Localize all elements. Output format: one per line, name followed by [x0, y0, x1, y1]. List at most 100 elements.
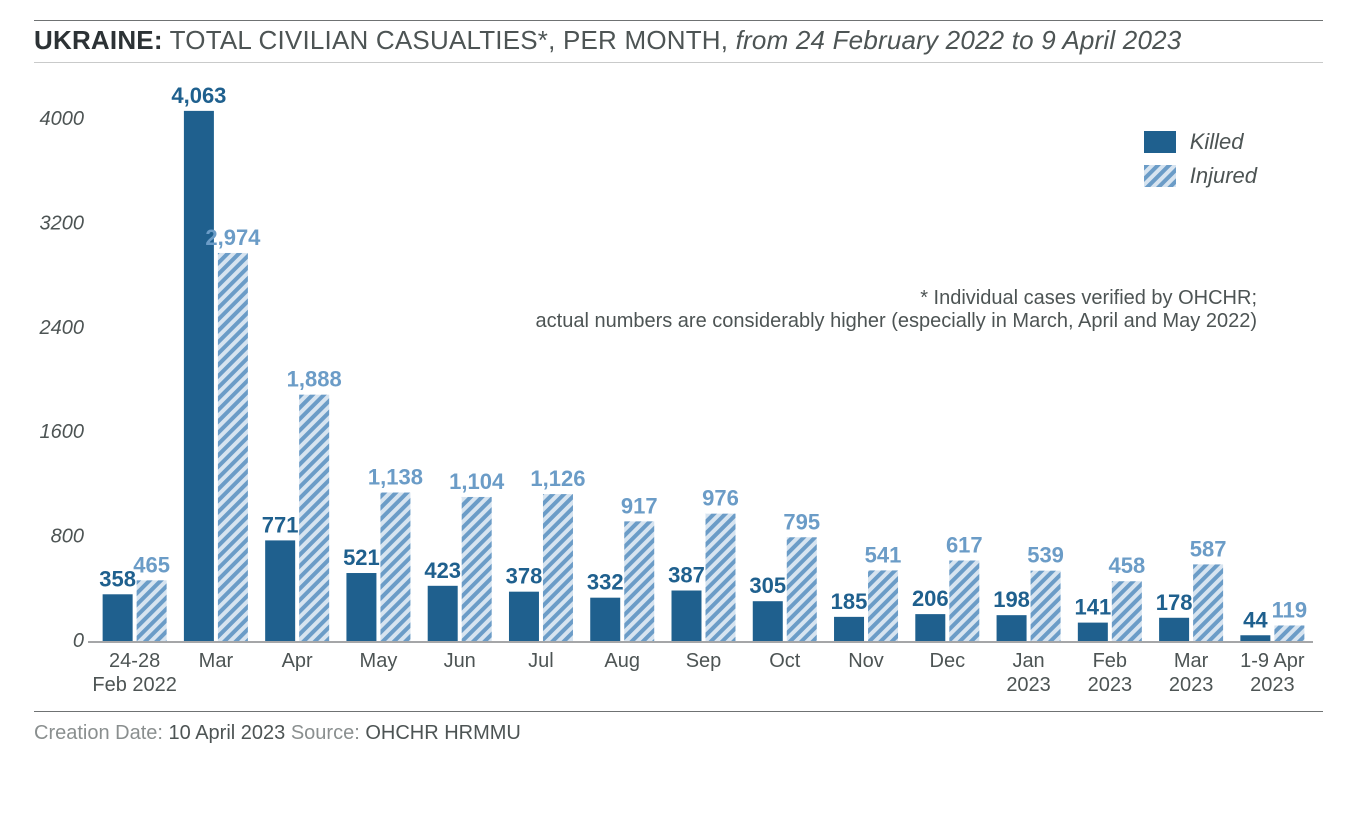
bar-killed	[834, 617, 864, 641]
x-label: Mar	[199, 650, 234, 672]
bar-killed	[509, 592, 539, 641]
x-label: Feb	[1093, 650, 1127, 672]
x-label: 24-28	[109, 650, 160, 672]
y-tick: 2400	[39, 317, 85, 339]
x-label: Dec	[930, 650, 966, 672]
value-injured: 976	[702, 486, 739, 511]
legend-injured: Injured	[1144, 163, 1257, 189]
value-killed: 185	[831, 589, 868, 614]
value-injured: 617	[946, 532, 983, 557]
x-label: Aug	[604, 650, 640, 672]
footnote: * Individual cases verified by OHCHR; ac…	[536, 287, 1257, 333]
chart-area: 0800160024003200400035846524-28Feb 20224…	[34, 71, 1323, 711]
title-range: from 24 February 2022 to 9 April 2023	[736, 25, 1182, 55]
value-injured: 465	[133, 552, 170, 577]
bar-injured	[1031, 571, 1061, 641]
bar-injured	[1193, 564, 1223, 641]
footer-creation-value: 10 April 2023	[169, 722, 286, 744]
value-killed: 332	[587, 570, 624, 595]
value-injured: 539	[1027, 543, 1064, 568]
footnote-line2: actual numbers are considerably higher (…	[536, 310, 1257, 333]
bar-injured	[706, 514, 736, 641]
footer-source-label: Source:	[291, 722, 365, 744]
x-label: Oct	[769, 650, 801, 672]
legend-killed: Killed	[1144, 129, 1257, 155]
value-killed: 141	[1074, 595, 1111, 620]
legend: Killed Injured	[1144, 129, 1257, 197]
x-label: Jun	[444, 650, 476, 672]
value-killed: 378	[506, 564, 543, 589]
value-injured: 1,104	[449, 469, 505, 494]
footnote-line1: * Individual cases verified by OHCHR;	[536, 287, 1257, 310]
bar-killed	[428, 586, 458, 641]
legend-swatch-injured	[1144, 165, 1176, 187]
bar-injured	[949, 560, 979, 641]
value-injured: 587	[1190, 536, 1227, 561]
value-injured: 917	[621, 493, 658, 518]
bar-killed	[1078, 623, 1108, 641]
bar-injured	[868, 570, 898, 641]
bar-injured	[1112, 581, 1142, 641]
value-killed: 4,063	[171, 83, 226, 108]
value-killed: 305	[749, 573, 786, 598]
x-label: Jul	[528, 650, 554, 672]
y-tick: 3200	[40, 212, 85, 234]
bar-injured	[624, 521, 654, 641]
footer-creation-label: Creation Date:	[34, 722, 169, 744]
footer-source-value: OHCHR HRMMU	[365, 722, 521, 744]
value-injured: 2,974	[205, 225, 261, 250]
x-label: 2023	[1250, 674, 1295, 696]
bar-killed	[590, 598, 620, 641]
value-killed: 387	[668, 563, 705, 588]
legend-swatch-killed	[1144, 131, 1176, 153]
x-label: May	[360, 650, 398, 672]
value-injured: 1,126	[530, 466, 585, 491]
x-label: Apr	[282, 650, 313, 672]
value-killed: 206	[912, 586, 949, 611]
bar-injured	[137, 580, 167, 641]
value-killed: 358	[99, 566, 136, 591]
legend-label-injured: Injured	[1190, 163, 1257, 189]
y-tick: 4000	[40, 108, 85, 130]
value-killed: 423	[424, 558, 461, 583]
value-injured: 1,138	[368, 465, 423, 490]
bar-killed	[1240, 635, 1270, 641]
x-label: Jan	[1012, 650, 1044, 672]
value-killed: 44	[1243, 607, 1268, 632]
value-killed: 198	[993, 587, 1030, 612]
y-tick: 1600	[40, 421, 85, 443]
bar-injured	[218, 253, 248, 641]
bar-injured	[1274, 625, 1304, 641]
value-killed: 521	[343, 545, 380, 570]
title-main: TOTAL CIVILIAN CASUALTIES*, PER MONTH,	[163, 25, 736, 55]
header-rule	[34, 62, 1323, 63]
x-label: 2023	[1169, 674, 1214, 696]
bar-killed	[753, 601, 783, 641]
bar-injured	[380, 493, 410, 641]
x-label: 2023	[1088, 674, 1133, 696]
chart-footer: Creation Date: 10 April 2023 Source: OHC…	[34, 712, 1323, 745]
x-label: Mar	[1174, 650, 1209, 672]
x-label: Sep	[686, 650, 722, 672]
bar-injured	[462, 497, 492, 641]
value-injured: 119	[1272, 597, 1308, 622]
y-tick: 0	[73, 630, 84, 652]
value-killed: 178	[1156, 590, 1193, 615]
value-injured: 795	[783, 509, 820, 534]
bar-killed	[672, 591, 702, 641]
x-label: 1-9 Apr	[1240, 650, 1305, 672]
value-killed: 771	[262, 512, 299, 537]
title-prefix: UKRAINE:	[34, 25, 163, 55]
bar-killed	[184, 111, 214, 641]
value-injured: 1,888	[287, 367, 342, 392]
bar-injured	[299, 395, 329, 641]
bar-killed	[997, 615, 1027, 641]
bar-killed	[265, 540, 295, 641]
bar-killed	[346, 573, 376, 641]
x-label: Nov	[848, 650, 884, 672]
legend-label-killed: Killed	[1190, 129, 1244, 155]
value-injured: 541	[865, 542, 902, 567]
x-label: Feb 2022	[92, 674, 177, 696]
chart-header: UKRAINE: TOTAL CIVILIAN CASUALTIES*, PER…	[34, 21, 1323, 62]
bar-killed	[915, 614, 945, 641]
